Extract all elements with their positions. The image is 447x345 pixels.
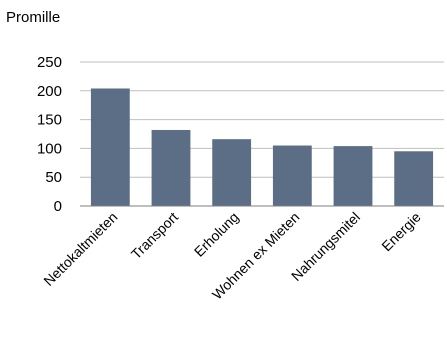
y-tick-label: 100 bbox=[37, 140, 62, 157]
bars bbox=[90, 88, 434, 206]
bar bbox=[394, 151, 434, 206]
gridlines bbox=[80, 61, 444, 178]
bar bbox=[333, 146, 373, 206]
x-tick-label: Erholung bbox=[191, 209, 242, 260]
bar bbox=[90, 88, 130, 206]
y-tick-labels: 0 50 100 150 200 250 bbox=[37, 54, 62, 215]
x-tick-label: Transport bbox=[128, 209, 181, 262]
bar bbox=[151, 129, 191, 206]
x-tick-label: Energie bbox=[378, 209, 424, 255]
y-tick-label: 50 bbox=[45, 169, 62, 186]
y-tick-label: 0 bbox=[54, 198, 62, 215]
y-axis-label: Promille bbox=[6, 9, 60, 26]
bar bbox=[272, 145, 312, 206]
x-tick-label: Nettokaltmieten bbox=[40, 209, 120, 289]
y-tick-label: 150 bbox=[37, 112, 62, 129]
y-tick-label: 200 bbox=[37, 83, 62, 100]
y-tick-label: 250 bbox=[37, 54, 62, 71]
bar bbox=[212, 139, 252, 206]
